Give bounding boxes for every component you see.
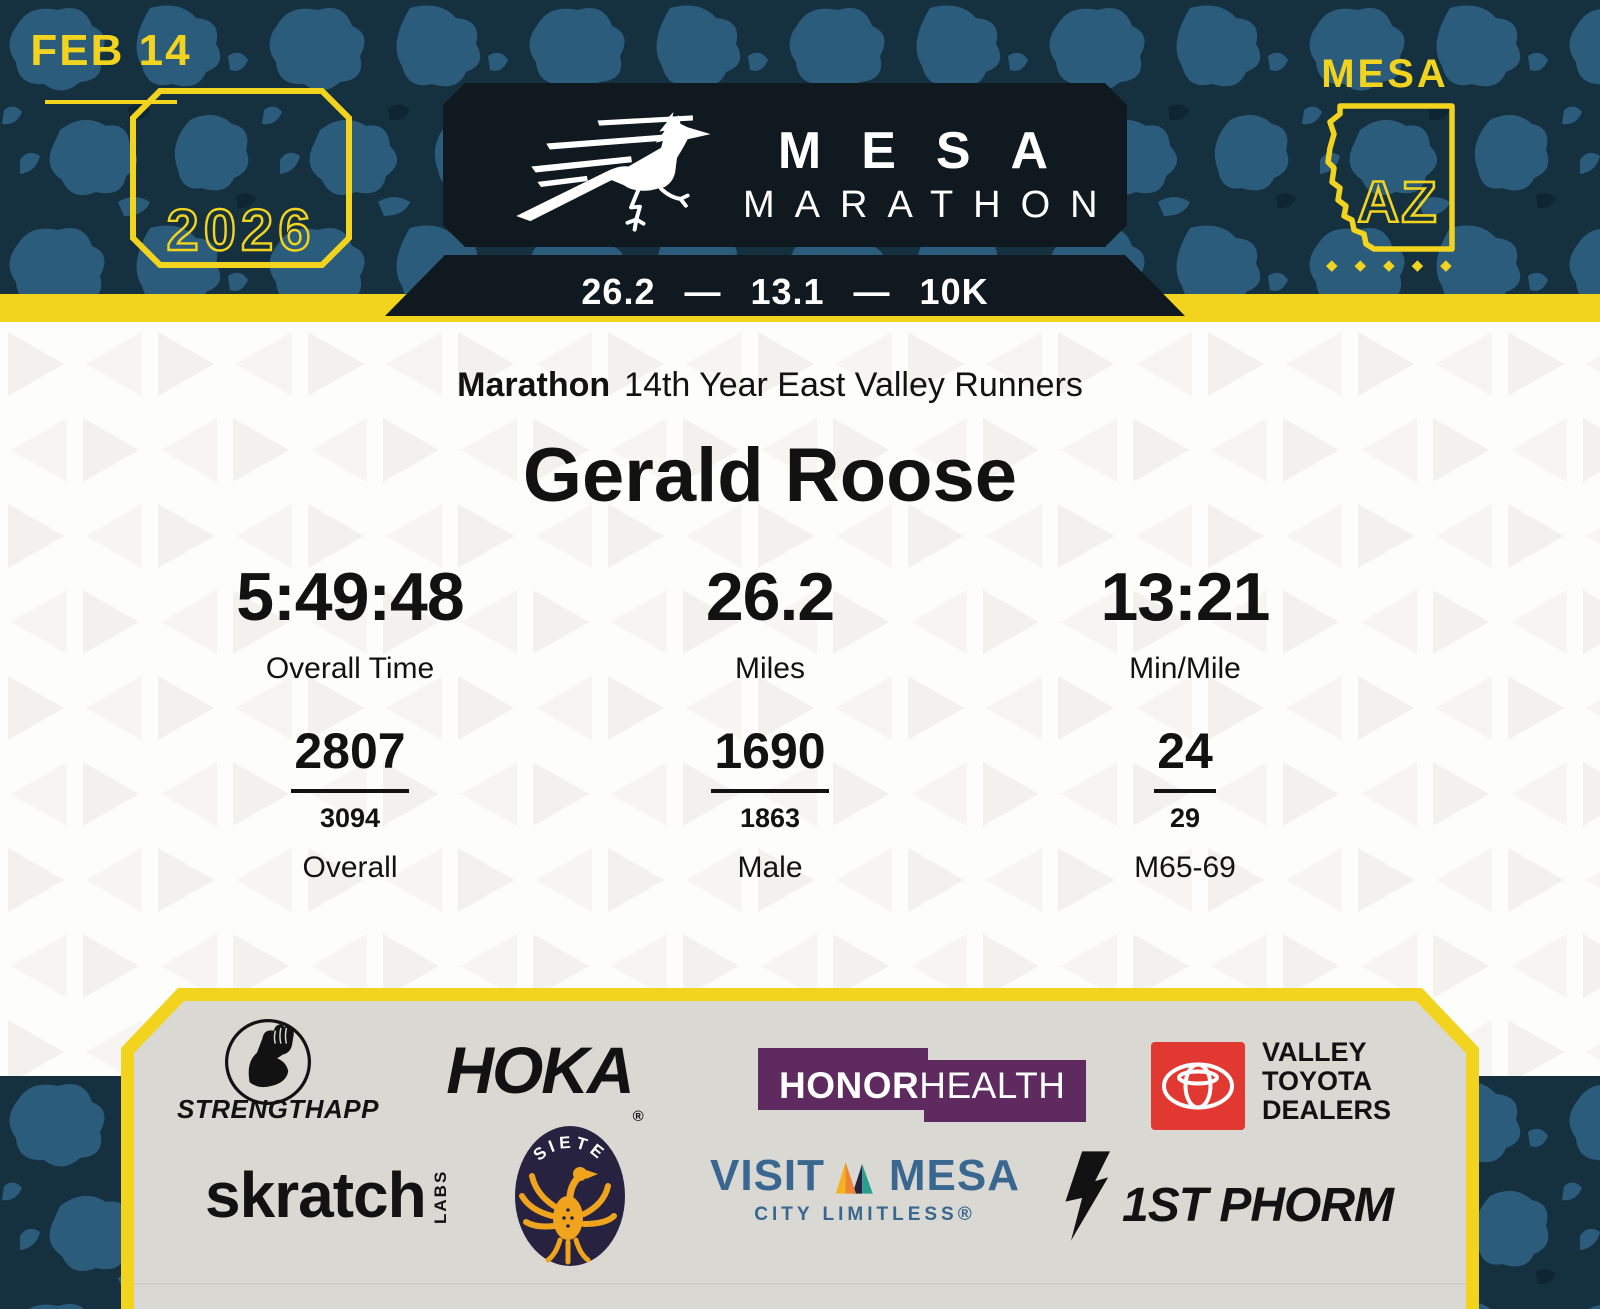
siete-bird-icon <box>519 1167 617 1265</box>
valley-toyota-dealers-wordmark: VALLEY TOYOTA DEALERS <box>1262 1037 1392 1125</box>
honorhealth-logo: HONORHEALTH <box>758 1048 1088 1126</box>
stat-value: 5:49:48 <box>236 559 464 635</box>
rank-place: 24 <box>1157 723 1213 779</box>
siete-logo: SIETE <box>515 1126 625 1266</box>
skratch-labs-logo: skratch LABS <box>205 1158 451 1232</box>
rank-division: 24 29 M65-69 <box>965 722 1405 885</box>
toyota-emblem-box <box>1151 1042 1245 1130</box>
honorhealth-block-left <box>758 1048 928 1110</box>
stat-overall-time: 5:49:48 Overall Time <box>130 558 570 686</box>
az-state-outline: AZ <box>1325 103 1455 252</box>
date-divider <box>45 100 177 104</box>
diamond-stars: ◆◆◆◆◆ <box>1326 257 1469 274</box>
rank-gender: 1690 1863 Male <box>550 722 990 885</box>
stat-label: Miles <box>734 652 805 685</box>
rank-label: Overall <box>302 851 398 884</box>
strengthapp-logo-icon <box>224 1018 312 1106</box>
rank-divider <box>711 789 829 793</box>
hoka-wordmark: HOKA <box>446 1033 634 1107</box>
rank-divider <box>291 789 409 793</box>
skratch-labs-label: LABS <box>430 1169 450 1224</box>
date-month-day: FEB 14 <box>30 26 192 75</box>
stat-pace: 13:21 Min/Mile <box>965 558 1405 686</box>
date-year: 2026 <box>166 198 315 263</box>
city-limitless-tagline: CITY LIMITLESS® <box>754 1204 976 1225</box>
rank-total: 29 <box>1169 803 1201 833</box>
rank-label: Male <box>737 851 803 884</box>
state-abbr: AZ <box>1357 170 1438 235</box>
rank-total: 1863 <box>739 803 801 833</box>
first-phorm-wordmark: 1ST PHORM <box>1122 1178 1394 1232</box>
hoka-registered-mark: ® <box>632 1108 644 1125</box>
date-badge: 2026 <box>130 88 352 268</box>
roadrunner-icon <box>516 111 711 232</box>
stat-value: 26.2 <box>705 559 835 635</box>
rank-divider <box>1154 789 1216 793</box>
state-name-label: MESA <box>1321 52 1449 96</box>
race-type: Marathon <box>457 366 611 404</box>
race-title-line: Marathon 14th Year East Valley Runners <box>0 366 1540 405</box>
honorhealth-block-right <box>924 1060 1086 1122</box>
skratch-wordmark: skratch <box>205 1159 427 1231</box>
visit-mesa-logo: VISIT MESA CITY LIMITLESS® <box>710 1151 1020 1226</box>
visit-wordmark: VISIT <box>710 1151 826 1200</box>
visit-mesa-mountains-icon <box>835 1162 873 1194</box>
stat-miles: 26.2 Miles <box>550 558 990 686</box>
first-phorm-logo: 1ST PHORM <box>1058 1148 1394 1244</box>
stat-label: Overall Time <box>265 652 435 685</box>
triangle-pattern-background <box>0 322 1600 1076</box>
logo-wordmark-marathon: MARATHON <box>743 184 1118 226</box>
stat-value: 13:21 <box>1100 559 1271 635</box>
rank-label: M65-69 <box>1134 851 1236 884</box>
first-phorm-bolt-icon <box>1065 1151 1110 1241</box>
mesa-wordmark: MESA <box>888 1151 1020 1200</box>
rank-place: 1690 <box>714 723 826 779</box>
strengthapp-wordmark: STRENGTHAPP <box>177 1094 379 1124</box>
hoka-logo: HOKA® <box>420 1032 670 1125</box>
logo-wordmark-mesa: MESA <box>777 122 1089 180</box>
toyota-emblem-icon <box>1162 1062 1234 1110</box>
rank-place: 2807 <box>294 723 406 779</box>
athlete-name: Gerald Roose <box>522 433 1018 518</box>
stat-label: Min/Mile <box>1129 652 1241 685</box>
rank-total: 3094 <box>319 803 381 833</box>
honorhealth-wordmark: HONORHEALTH <box>779 1065 1066 1106</box>
distance-banner: 26.2 — 13.1 — 10K <box>385 255 1185 316</box>
rank-overall: 2807 3094 Overall <box>130 722 570 885</box>
sponsor-panel <box>121 988 1479 1309</box>
race-subtitle: 14th Year East Valley Runners <box>624 366 1083 404</box>
distance-text: 26.2 — 13.1 — 10K <box>581 271 989 312</box>
